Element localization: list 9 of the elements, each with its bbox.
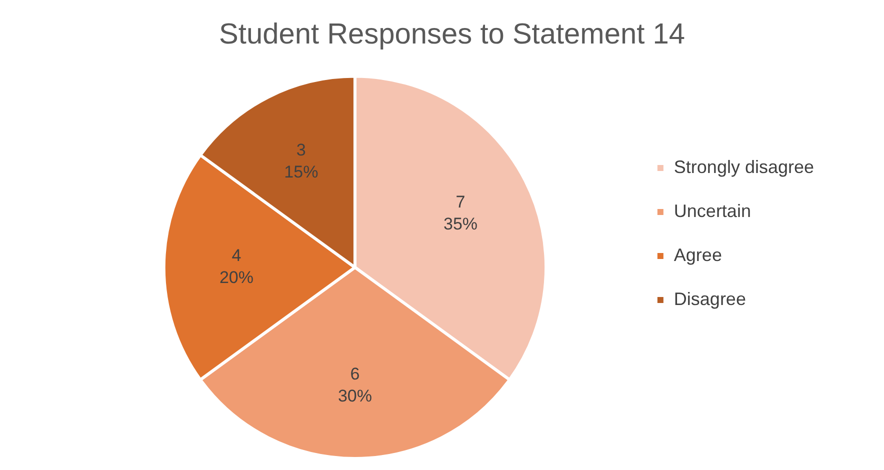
legend-label: Strongly disagree	[674, 156, 814, 177]
chart-title: Student Responses to Statement 14	[219, 18, 685, 50]
data-label: 6 30%	[338, 364, 372, 406]
legend-label: Agree	[674, 244, 722, 265]
legend-label: Uncertain	[674, 200, 751, 221]
legend-label: Disagree	[674, 288, 746, 309]
data-label: 3 15%	[284, 140, 318, 182]
data-label: 7 35%	[444, 192, 478, 234]
data-label: 4 20%	[219, 246, 254, 288]
